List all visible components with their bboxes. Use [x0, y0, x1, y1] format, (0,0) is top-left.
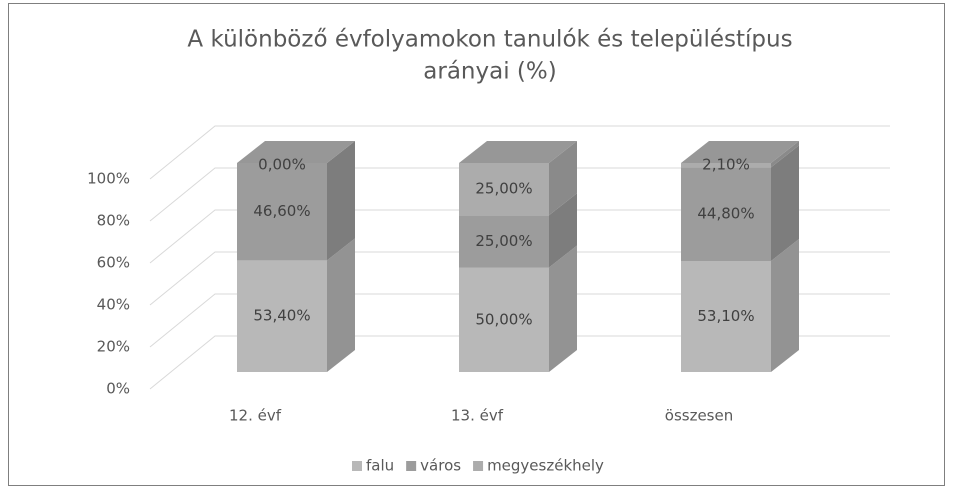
legend-swatch — [406, 461, 417, 471]
grid-line — [149, 335, 890, 390]
bar-segment-side — [327, 141, 355, 261]
y-tick-label: 100% — [87, 170, 130, 188]
x-tick-label: 13. évf — [451, 407, 504, 425]
bar-segment — [459, 215, 549, 268]
bar-segment-side — [771, 239, 799, 372]
bar-segment — [459, 163, 549, 216]
y-tick-label: 20% — [97, 338, 130, 356]
grid-line — [149, 209, 890, 264]
bar-segment — [681, 163, 771, 168]
legend-label: falu — [366, 457, 394, 475]
bar-segment — [681, 167, 771, 262]
data-label: 0,00% — [258, 156, 306, 174]
data-label: 44,80% — [697, 205, 754, 223]
bar-segment-side — [327, 238, 355, 372]
data-label: 46,60% — [253, 202, 310, 220]
bar-segment — [459, 267, 549, 372]
bar-segment — [237, 260, 327, 372]
bar-segment-side — [549, 193, 577, 268]
bar-top — [681, 141, 799, 163]
bar-segment-side — [771, 141, 799, 168]
grid-line — [149, 293, 890, 348]
chart-title: A különböző évfolyamokon tanulók és tele… — [187, 27, 792, 53]
y-tick-label: 80% — [97, 212, 130, 230]
legend-swatch — [473, 461, 484, 471]
data-label: 25,00% — [475, 180, 532, 198]
y-tick-label: 40% — [97, 296, 130, 314]
legend-label: megyeszékhely — [487, 457, 604, 475]
bar-segment — [681, 261, 771, 372]
legend-swatch — [352, 461, 362, 471]
x-tick-label: 12. évf — [229, 407, 282, 425]
bar-top — [459, 141, 577, 163]
x-tick-label: összesen — [665, 407, 733, 425]
bar-segment-side — [549, 141, 577, 216]
grid-line — [149, 125, 890, 180]
data-label: 53,10% — [697, 307, 754, 325]
chart-title: arányai (%) — [423, 59, 556, 85]
bar-segment-side — [771, 145, 799, 262]
legend-label: város — [420, 457, 461, 475]
grid-line — [149, 167, 890, 222]
data-label: 53,40% — [253, 307, 310, 325]
data-label: 25,00% — [475, 232, 532, 250]
bar-segment-side — [549, 245, 577, 372]
bar-segment — [237, 163, 327, 261]
data-label: 2,10% — [702, 156, 750, 174]
y-tick-label: 60% — [97, 254, 130, 272]
y-tick-label: 0% — [106, 380, 130, 398]
grid-line — [149, 251, 890, 306]
data-label: 50,00% — [475, 310, 532, 328]
bar-top — [237, 141, 355, 163]
